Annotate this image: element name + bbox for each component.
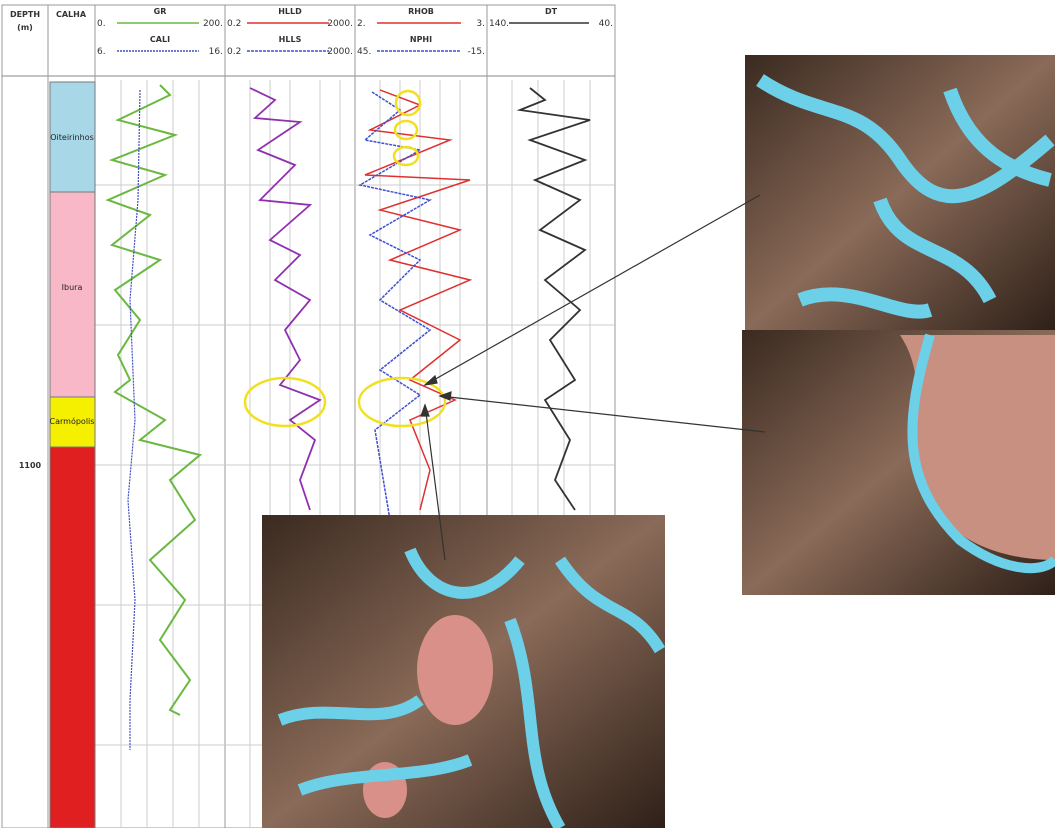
scale-min: 2. <box>357 19 366 29</box>
highlights <box>243 89 447 428</box>
track-headers: GR 0. 200. CALI 6. 16. HLLD 0.2 2000. HLLS 0.2 2000… <box>97 7 613 57</box>
scale-max: 3. <box>476 19 485 29</box>
gr-curve <box>105 84 203 716</box>
zone-label: Oiteirinhos <box>50 133 94 142</box>
zone-label: Ibura <box>62 283 83 292</box>
zone-label: Carmópolis <box>50 416 95 426</box>
scale-max: 200. <box>203 19 223 29</box>
zone-carmopolis <box>49 396 96 448</box>
scale-max: 40. <box>599 19 613 29</box>
zone-basement <box>49 446 96 829</box>
curve-name: HLLD <box>278 7 302 16</box>
curve-name: HLLS <box>279 35 302 44</box>
dt-curve <box>516 87 591 511</box>
resistivity-curve <box>249 87 322 511</box>
scale-min: 0.2 <box>227 19 241 29</box>
scale-max: -15. <box>467 47 485 57</box>
calha-header: CALHA <box>56 10 87 19</box>
photo-bottom <box>262 515 666 832</box>
scale-min: 45. <box>357 47 371 57</box>
photo-middle-right <box>742 330 1055 595</box>
scale-max: 2000. <box>327 19 353 29</box>
photo-top-right <box>745 55 1055 330</box>
curve-name: DT <box>545 7 558 16</box>
curve-name: CALI <box>150 35 170 44</box>
curve-name: GR <box>154 7 167 16</box>
zone-ibura <box>49 191 96 398</box>
scale-min: 0.2 <box>227 47 241 57</box>
cali-curve <box>127 89 141 750</box>
zone-oiteirinhos <box>49 81 96 193</box>
depth-marker: 1100 <box>19 461 42 470</box>
scale-max: 16. <box>209 47 223 57</box>
scale-min: 6. <box>97 47 106 57</box>
rhob-curve <box>364 89 473 511</box>
nphi-curve <box>357 91 433 521</box>
scale-min: 140. <box>489 19 509 29</box>
curve-name: NPHI <box>410 35 432 44</box>
scale-max: 2000. <box>327 47 353 57</box>
depth-unit: (m) <box>17 23 33 32</box>
depth-header: DEPTH <box>10 10 40 19</box>
scale-min: 0. <box>97 19 106 29</box>
pointer-arrows <box>420 194 766 561</box>
curve-name: RHOB <box>408 7 434 16</box>
